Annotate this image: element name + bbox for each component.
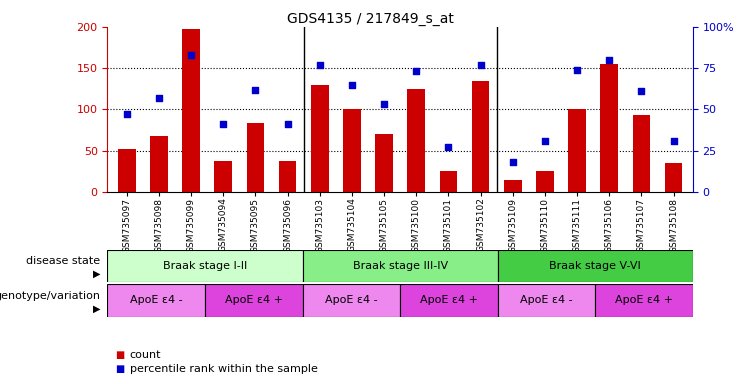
Point <box>442 144 454 151</box>
Text: count: count <box>130 350 162 360</box>
Point <box>250 86 262 93</box>
Text: ■: ■ <box>115 364 124 374</box>
Bar <box>498 284 595 317</box>
Bar <box>665 163 682 192</box>
Bar <box>400 284 498 317</box>
Bar <box>302 250 498 282</box>
Bar <box>279 161 296 192</box>
Bar <box>633 115 650 192</box>
Text: ApoE ε4 +: ApoE ε4 + <box>225 295 283 306</box>
Bar <box>302 284 400 317</box>
Bar <box>408 89 425 192</box>
Bar <box>498 250 693 282</box>
Bar <box>504 180 522 192</box>
Point <box>153 95 165 101</box>
Text: Braak stage I-II: Braak stage I-II <box>163 261 247 271</box>
Point <box>507 159 519 166</box>
Text: ApoE ε4 -: ApoE ε4 - <box>325 295 378 306</box>
Text: percentile rank within the sample: percentile rank within the sample <box>130 364 318 374</box>
Point <box>217 121 229 127</box>
Text: GDS4135 / 217849_s_at: GDS4135 / 217849_s_at <box>287 12 454 25</box>
Text: Braak stage V-VI: Braak stage V-VI <box>549 261 641 271</box>
Bar <box>536 171 554 192</box>
Bar <box>375 134 393 192</box>
Point <box>121 111 133 118</box>
Bar <box>247 122 265 192</box>
Bar <box>118 149 136 192</box>
Text: Braak stage III-IV: Braak stage III-IV <box>353 261 448 271</box>
Bar <box>600 64 618 192</box>
Text: ■: ■ <box>115 350 124 360</box>
Text: ApoE ε4 -: ApoE ε4 - <box>130 295 182 306</box>
Point <box>475 62 487 68</box>
Point <box>571 67 583 73</box>
Bar <box>182 28 200 192</box>
Bar <box>439 171 457 192</box>
Point <box>539 138 551 144</box>
Text: genotype/variation: genotype/variation <box>0 291 100 301</box>
Bar <box>595 284 693 317</box>
Bar <box>311 85 328 192</box>
Point <box>636 88 648 94</box>
Bar <box>150 136 167 192</box>
Bar <box>214 161 232 192</box>
Point <box>378 101 390 108</box>
Point <box>313 62 325 68</box>
Text: ApoE ε4 +: ApoE ε4 + <box>615 295 673 306</box>
Point <box>668 138 679 144</box>
Point <box>603 57 615 63</box>
Bar <box>343 109 361 192</box>
Point <box>282 121 293 127</box>
Bar <box>568 109 586 192</box>
Text: ▶: ▶ <box>93 269 100 279</box>
Text: ApoE ε4 +: ApoE ε4 + <box>420 295 478 306</box>
Bar <box>107 284 205 317</box>
Bar <box>205 284 302 317</box>
Text: ▶: ▶ <box>93 304 100 314</box>
Point <box>411 68 422 74</box>
Bar <box>472 81 489 192</box>
Point <box>185 52 197 58</box>
Text: ApoE ε4 -: ApoE ε4 - <box>520 295 573 306</box>
Text: disease state: disease state <box>26 256 100 266</box>
Bar <box>107 250 302 282</box>
Point <box>346 82 358 88</box>
